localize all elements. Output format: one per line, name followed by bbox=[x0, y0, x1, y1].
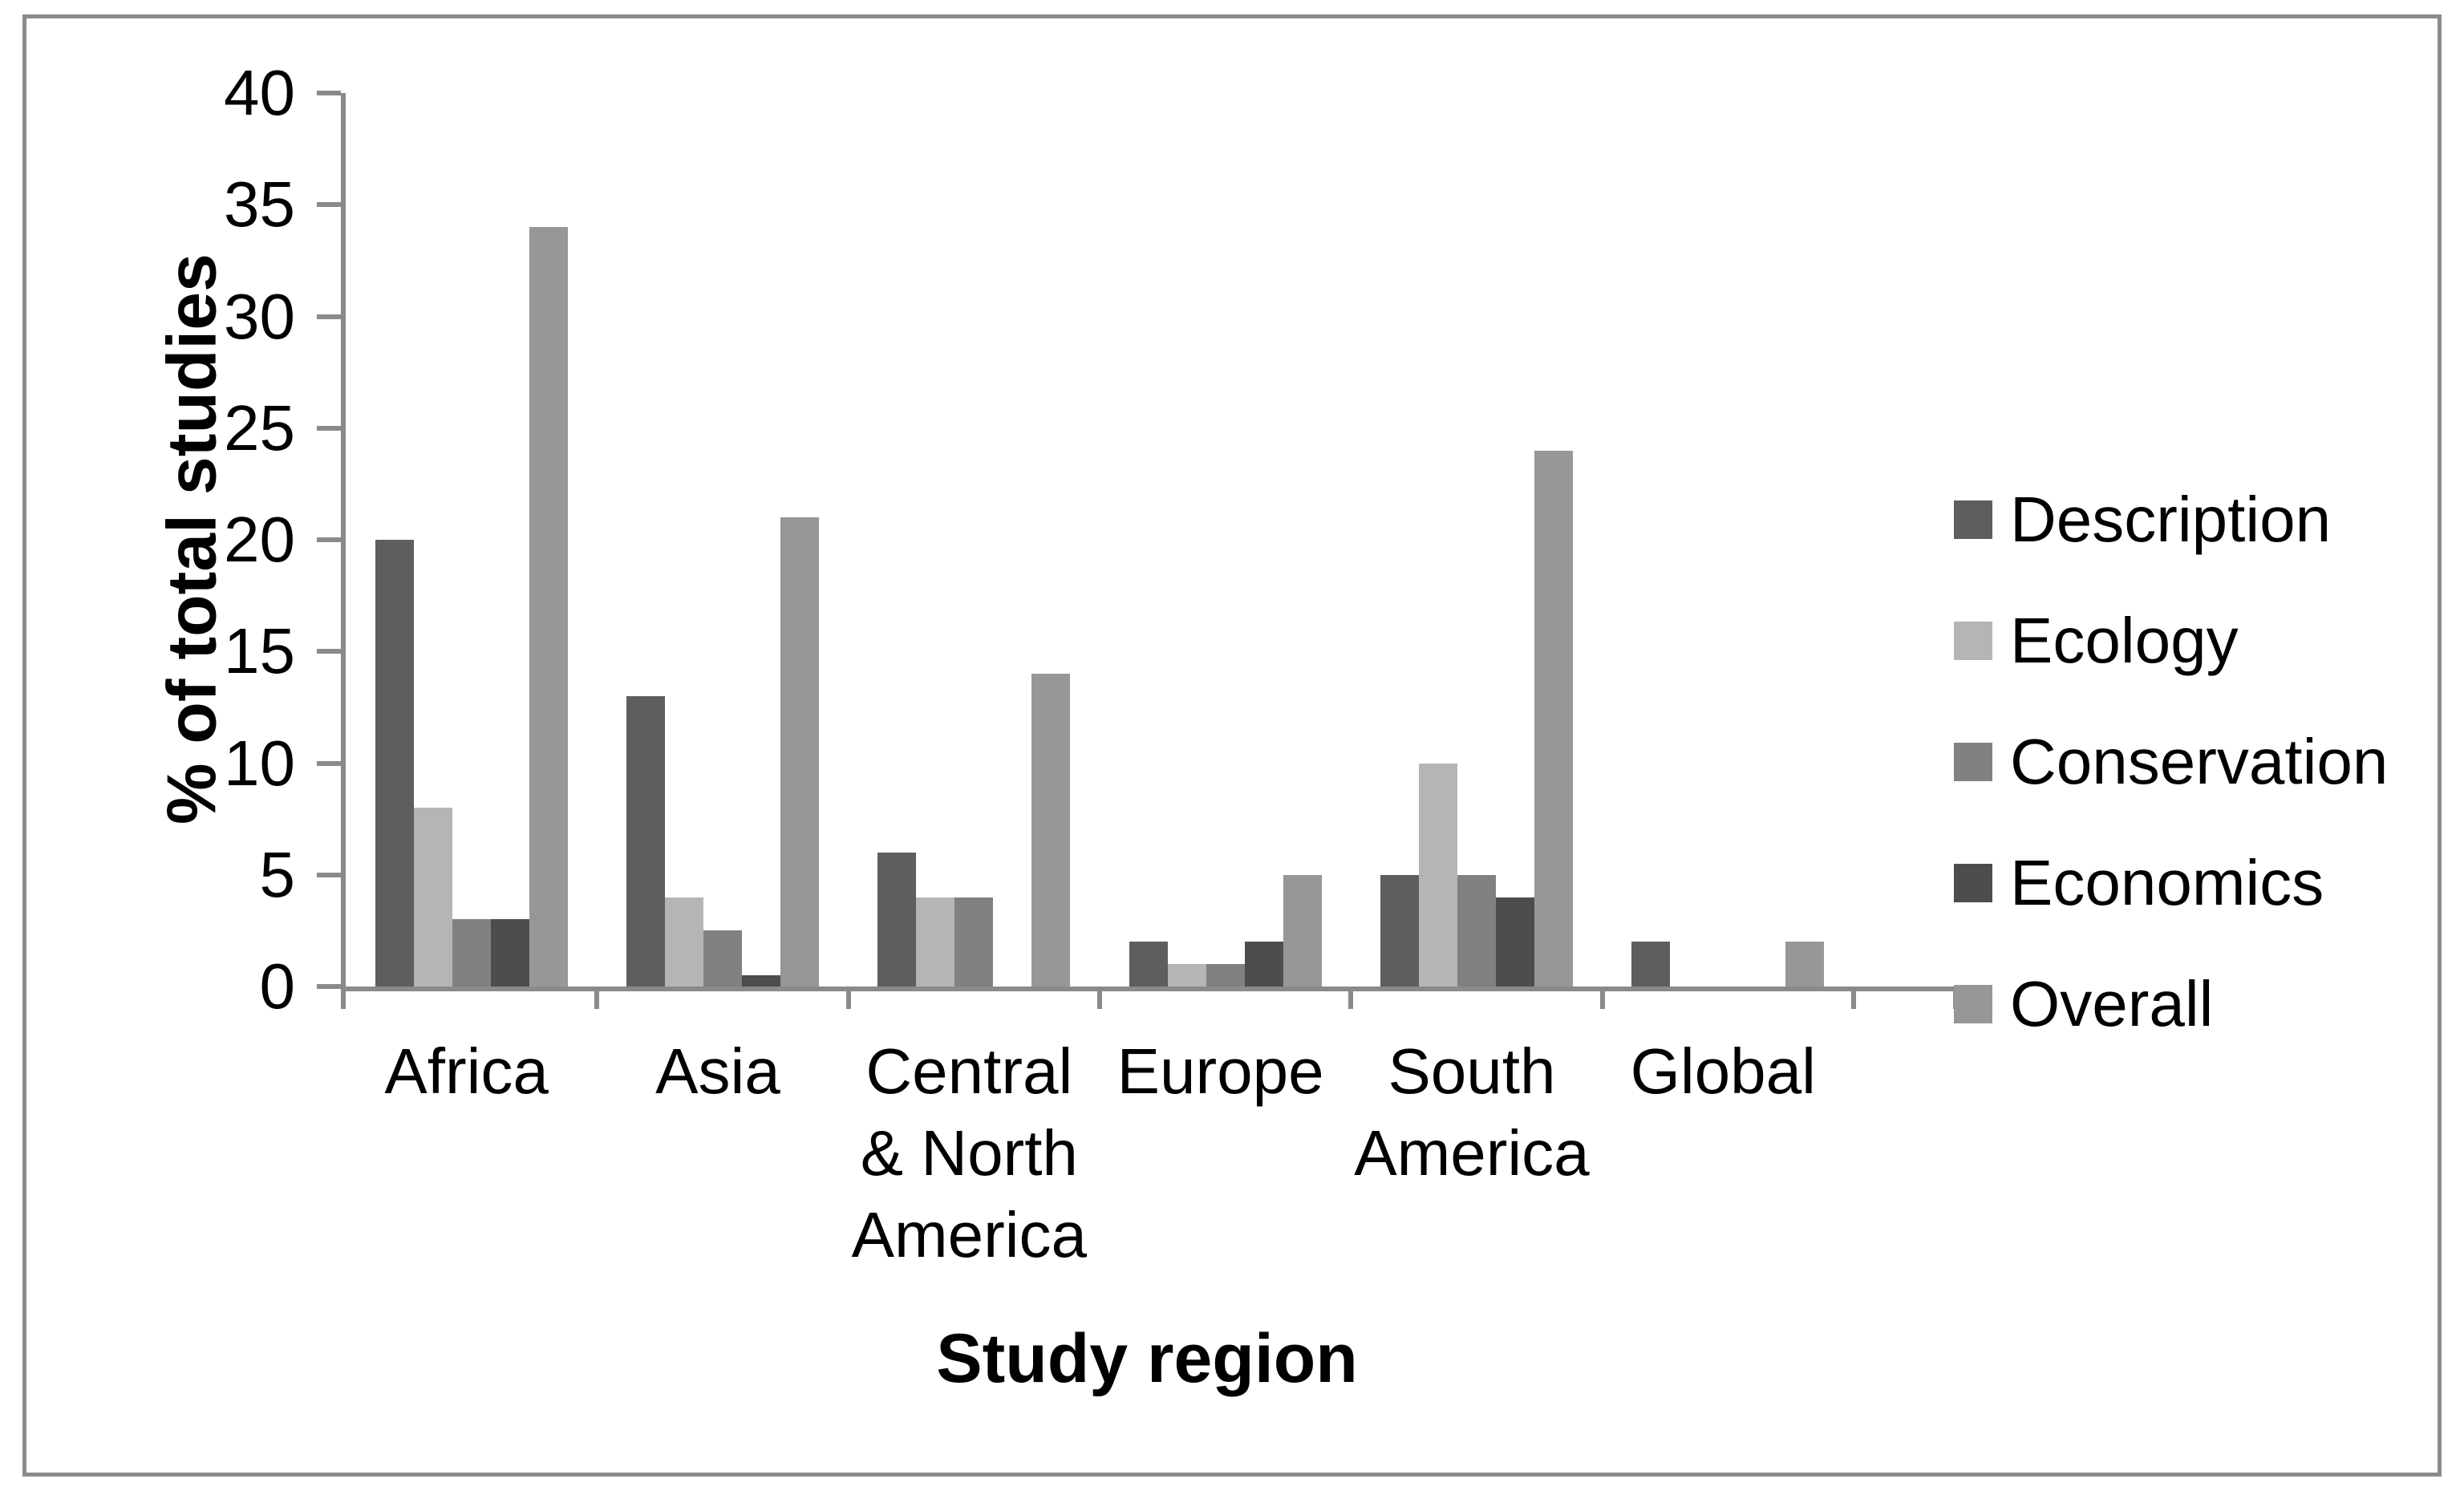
x-axis-boundary-tick bbox=[845, 987, 851, 1009]
legend-item-overall: Overall bbox=[1954, 943, 2388, 1064]
y-axis-tick-label: 10 bbox=[224, 727, 295, 799]
bar-overall bbox=[529, 227, 568, 987]
bar-group-south-america bbox=[1351, 93, 1602, 987]
category-label-europe: Europe bbox=[1116, 1035, 1324, 1107]
y-axis-tick-label: 15 bbox=[224, 615, 295, 687]
x-axis-category-labels: Africa Asia Central & North America Europe S… bbox=[341, 1031, 1849, 1276]
bar-overall bbox=[1534, 450, 1573, 987]
bars-region bbox=[346, 93, 1854, 987]
bar-conservation bbox=[1457, 874, 1496, 987]
category-label-central-north-america: Central & North America bbox=[851, 1035, 1088, 1270]
x-axis-origin-tick bbox=[341, 987, 346, 1009]
bar-description bbox=[375, 540, 414, 987]
x-axis-boundary-tick bbox=[594, 987, 600, 1009]
y-axis-tick-label: 40 bbox=[224, 57, 295, 128]
bar-overall bbox=[1785, 942, 1825, 987]
legend: Description Ecology Conservation Economics O… bbox=[1954, 459, 2388, 1064]
legend-swatch-ecology bbox=[1954, 621, 1992, 660]
legend-label-conservation: Conservation bbox=[2010, 725, 2389, 797]
legend-label-economics: Economics bbox=[2010, 846, 2324, 918]
bar-ecology bbox=[1418, 763, 1457, 987]
bar-group-asia bbox=[597, 93, 848, 987]
bar-economics bbox=[1495, 897, 1534, 987]
x-axis-boundary-tick bbox=[1096, 987, 1102, 1009]
category-label-africa: Africa bbox=[384, 1035, 549, 1107]
y-axis-tick-label: 20 bbox=[224, 504, 295, 575]
legend-swatch-economics bbox=[1954, 863, 1992, 902]
x-axis-boundary-tick bbox=[1850, 987, 1856, 1009]
category-label-asia: Asia bbox=[655, 1035, 780, 1107]
bar-conservation bbox=[703, 930, 742, 987]
bar-description bbox=[1380, 874, 1419, 987]
y-axis-tick bbox=[317, 872, 341, 877]
figure-border bbox=[22, 14, 2442, 1477]
y-axis-tick bbox=[317, 91, 341, 95]
legend-label-description: Description bbox=[2010, 483, 2332, 555]
category-label-global: Global bbox=[1630, 1035, 1816, 1107]
legend-swatch-description bbox=[1954, 500, 1992, 539]
y-axis-tick-label: 25 bbox=[224, 391, 295, 464]
bar-overall bbox=[1283, 874, 1322, 987]
x-axis-boundary-tick bbox=[1599, 987, 1605, 1009]
bar-conservation bbox=[1206, 964, 1245, 987]
bar-group-central-north-america bbox=[849, 93, 1100, 987]
legend-item-economics: Economics bbox=[1954, 822, 2388, 943]
y-axis-tick bbox=[317, 314, 341, 319]
bar-group-africa bbox=[346, 93, 597, 987]
bar-economics bbox=[741, 975, 780, 987]
bar-economics bbox=[490, 919, 529, 987]
bar-conservation bbox=[954, 897, 994, 987]
bar-group-europe bbox=[1100, 93, 1351, 987]
y-axis-tick bbox=[317, 984, 341, 989]
y-axis-tick bbox=[317, 537, 341, 542]
bar-economics bbox=[1244, 942, 1283, 987]
bar-group-global bbox=[1603, 93, 1854, 987]
bar-ecology bbox=[916, 897, 955, 987]
y-axis-tick bbox=[317, 649, 341, 654]
y-axis-tick-label: 5 bbox=[259, 838, 296, 910]
category-label-south-america: South America bbox=[1354, 1035, 1590, 1189]
y-axis-tick bbox=[317, 760, 341, 766]
legend-swatch-overall bbox=[1954, 984, 1992, 1023]
bar-description bbox=[1129, 942, 1168, 987]
legend-label-overall: Overall bbox=[2010, 967, 2214, 1039]
legend-item-conservation: Conservation bbox=[1954, 701, 2388, 822]
bar-overall bbox=[780, 517, 819, 987]
legend-label-ecology: Ecology bbox=[2010, 604, 2239, 676]
bar-description bbox=[1631, 942, 1671, 987]
y-axis-tick bbox=[317, 425, 341, 431]
legend-swatch-conservation bbox=[1954, 742, 1992, 781]
y-axis-tick-label: 30 bbox=[224, 280, 295, 352]
x-axis-boundary-tick bbox=[1348, 987, 1354, 1009]
bar-ecology bbox=[1167, 964, 1206, 987]
y-axis-tick bbox=[317, 202, 341, 208]
bar-description bbox=[877, 852, 917, 987]
bar-conservation bbox=[452, 919, 491, 987]
bar-ecology bbox=[664, 897, 703, 987]
bar-overall bbox=[1031, 674, 1071, 987]
y-axis-tick-label: 0 bbox=[259, 950, 296, 1022]
legend-item-description: Description bbox=[1954, 459, 2388, 580]
y-axis-tick-label: 35 bbox=[224, 168, 295, 241]
legend-item-ecology: Ecology bbox=[1954, 580, 2388, 701]
x-axis-title: Study region bbox=[936, 1320, 1358, 1397]
bar-description bbox=[626, 695, 665, 987]
bar-ecology bbox=[413, 808, 452, 987]
plot-area bbox=[317, 91, 1958, 1009]
